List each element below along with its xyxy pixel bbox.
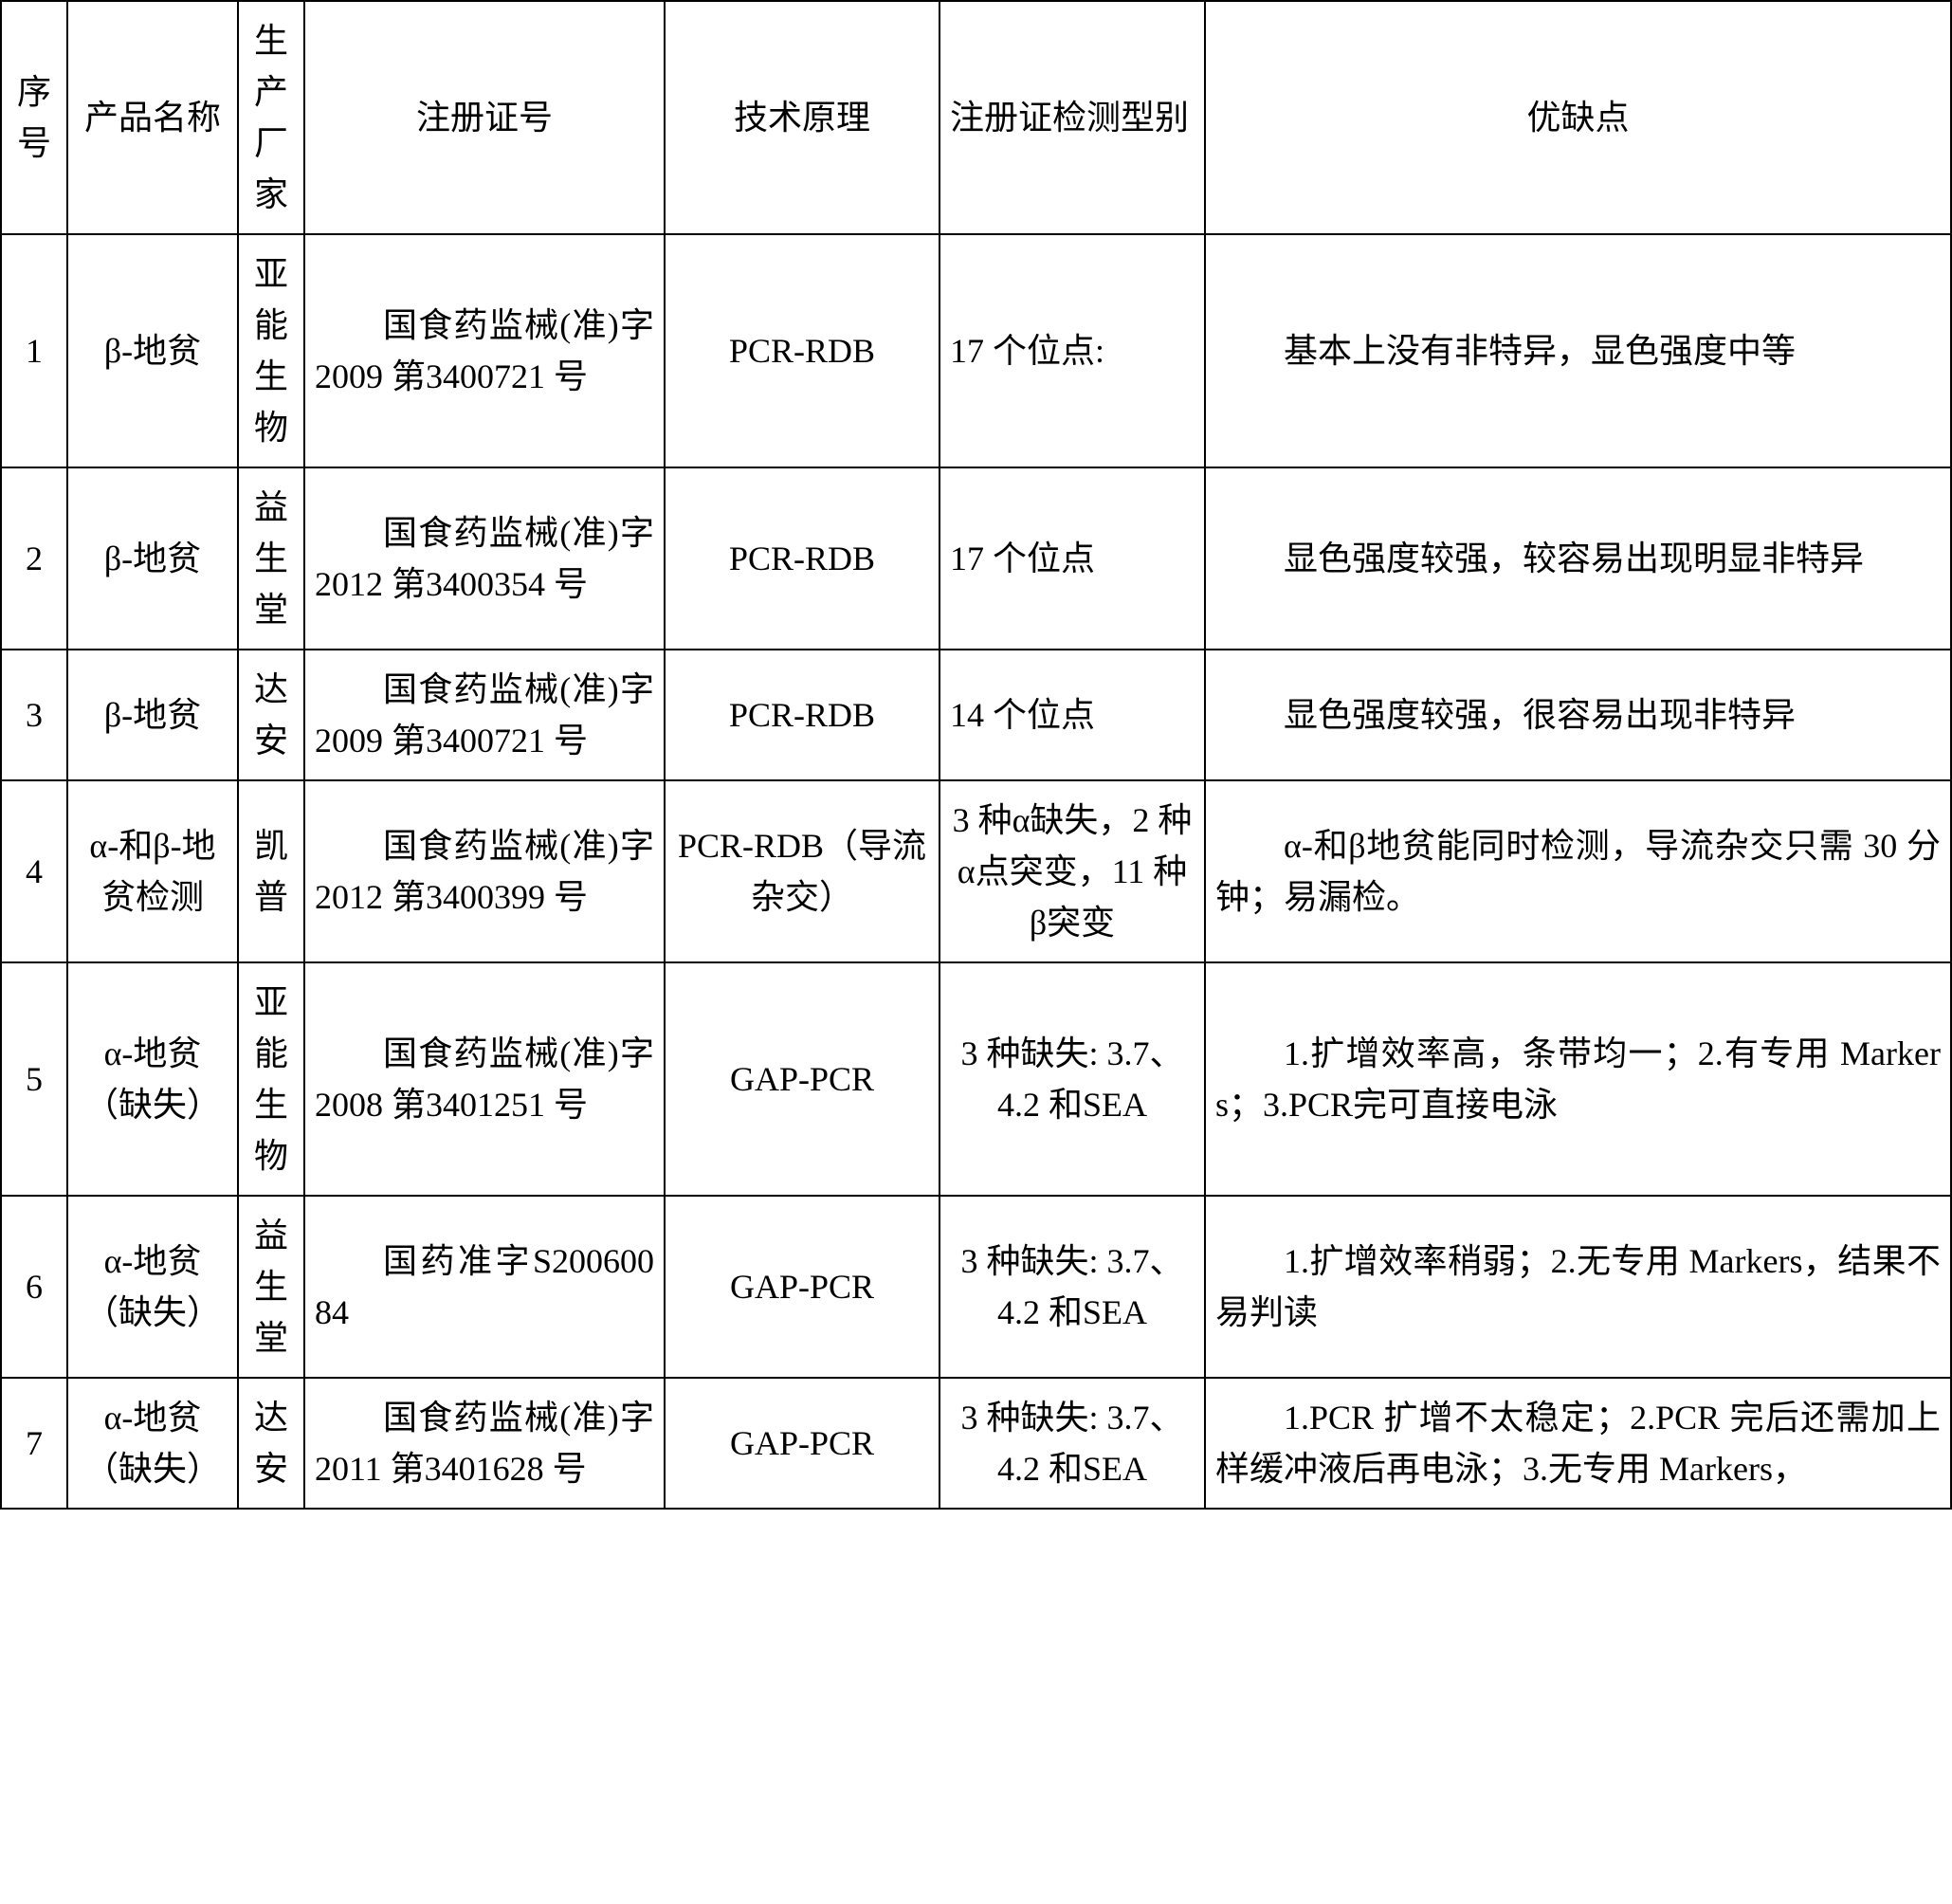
cell-idx: 6 [1, 1196, 67, 1378]
cell-det-type: 17 个位点: [940, 234, 1205, 467]
cell-technology: GAP-PCR [665, 1196, 940, 1378]
cell-pros-cons: 1.PCR 扩增不太稳定；2.PCR 完后还需加上样缓冲液后再电泳；3.无专用 … [1205, 1378, 1951, 1509]
cell-reg-no: 国食药监械(准)字 2009 第3400721 号 [304, 650, 665, 780]
cell-det-type: 3 种缺失: 3.7、4.2 和SEA [940, 962, 1205, 1196]
cell-idx: 2 [1, 467, 67, 650]
table-header: 序号 产品名称 生产厂家 注册证号 技术原理 注册证检测型别 优缺点 [1, 1, 1951, 234]
cell-technology: PCR-RDB（导流杂交） [665, 780, 940, 962]
cell-name: α-地贫（缺失） [67, 962, 238, 1196]
cell-technology: PCR-RDB [665, 467, 940, 650]
cell-reg-no: 国食药监械(准)字 2011 第3401628 号 [304, 1378, 665, 1509]
cell-reg-no: 国食药监械(准)字 2012 第3400399 号 [304, 780, 665, 962]
cell-technology: PCR-RDB [665, 650, 940, 780]
cell-pros-cons: 基本上没有非特异，显色强度中等 [1205, 234, 1951, 467]
cell-pros-cons: 显色强度较强，较容易出现明显非特异 [1205, 467, 1951, 650]
cell-idx: 4 [1, 780, 67, 962]
table-row: 3 β-地贫 达安 国食药监械(准)字 2009 第3400721 号 PCR-… [1, 650, 1951, 780]
table-row: 6 α-地贫（缺失） 益生堂 国药准字S20060084 GAP-PCR 3 种… [1, 1196, 1951, 1378]
col-header-det-type: 注册证检测型别 [940, 1, 1205, 234]
cell-det-type: 17 个位点 [940, 467, 1205, 650]
cell-idx: 1 [1, 234, 67, 467]
col-header-idx: 序号 [1, 1, 67, 234]
cell-idx: 3 [1, 650, 67, 780]
cell-pros-cons: 1.扩增效率稍弱；2.无专用 Markers，结果不易判读 [1205, 1196, 1951, 1378]
cell-technology: GAP-PCR [665, 962, 940, 1196]
document-page: 序号 产品名称 生产厂家 注册证号 技术原理 注册证检测型别 优缺点 1 β-地… [0, 0, 1952, 1510]
cell-idx: 5 [1, 962, 67, 1196]
cell-name: α-地贫（缺失） [67, 1378, 238, 1509]
cell-manufacturer: 亚能生物 [238, 234, 304, 467]
col-header-name: 产品名称 [67, 1, 238, 234]
cell-det-type: 3 种α缺失，2 种α点突变，11 种β突变 [940, 780, 1205, 962]
cell-name: β-地贫 [67, 650, 238, 780]
table-header-row: 序号 产品名称 生产厂家 注册证号 技术原理 注册证检测型别 优缺点 [1, 1, 1951, 234]
cell-reg-no: 国食药监械(准)字 2008 第3401251 号 [304, 962, 665, 1196]
table-row: 5 α-地贫（缺失） 亚能生物 国食药监械(准)字 2008 第3401251 … [1, 962, 1951, 1196]
table-row: 1 β-地贫 亚能生物 国食药监械(准)字 2009 第3400721 号 PC… [1, 234, 1951, 467]
cell-manufacturer: 达安 [238, 1378, 304, 1509]
cell-manufacturer: 益生堂 [238, 467, 304, 650]
cell-technology: GAP-PCR [665, 1378, 940, 1509]
cell-name: α-和β-地贫检测 [67, 780, 238, 962]
cell-manufacturer: 益生堂 [238, 1196, 304, 1378]
cell-reg-no: 国食药监械(准)字 2009 第3400721 号 [304, 234, 665, 467]
cell-idx: 7 [1, 1378, 67, 1509]
cell-manufacturer: 达安 [238, 650, 304, 780]
products-table: 序号 产品名称 生产厂家 注册证号 技术原理 注册证检测型别 优缺点 1 β-地… [0, 0, 1952, 1510]
cell-det-type: 14 个位点 [940, 650, 1205, 780]
cell-pros-cons: α-和β地贫能同时检测，导流杂交只需 30 分钟；易漏检。 [1205, 780, 1951, 962]
cell-reg-no: 国食药监械(准)字 2012 第3400354 号 [304, 467, 665, 650]
col-header-reg-no: 注册证号 [304, 1, 665, 234]
cell-manufacturer: 亚能生物 [238, 962, 304, 1196]
table-row: 2 β-地贫 益生堂 国食药监械(准)字 2012 第3400354 号 PCR… [1, 467, 1951, 650]
col-header-manufacturer: 生产厂家 [238, 1, 304, 234]
cell-name: β-地贫 [67, 467, 238, 650]
col-header-pros-cons: 优缺点 [1205, 1, 1951, 234]
cell-technology: PCR-RDB [665, 234, 940, 467]
cell-det-type: 3 种缺失: 3.7、4.2 和SEA [940, 1196, 1205, 1378]
cell-pros-cons: 1.扩增效率高，条带均一；2.有专用 Markers；3.PCR完可直接电泳 [1205, 962, 1951, 1196]
cell-name: α-地贫（缺失） [67, 1196, 238, 1378]
table-row: 4 α-和β-地贫检测 凯普 国食药监械(准)字 2012 第3400399 号… [1, 780, 1951, 962]
cell-name: β-地贫 [67, 234, 238, 467]
table-body: 1 β-地贫 亚能生物 国食药监械(准)字 2009 第3400721 号 PC… [1, 234, 1951, 1509]
col-header-technology: 技术原理 [665, 1, 940, 234]
cell-pros-cons: 显色强度较强，很容易出现非特异 [1205, 650, 1951, 780]
cell-manufacturer: 凯普 [238, 780, 304, 962]
table-row: 7 α-地贫（缺失） 达安 国食药监械(准)字 2011 第3401628 号 … [1, 1378, 1951, 1509]
cell-det-type: 3 种缺失: 3.7、4.2 和SEA [940, 1378, 1205, 1509]
cell-reg-no: 国药准字S20060084 [304, 1196, 665, 1378]
